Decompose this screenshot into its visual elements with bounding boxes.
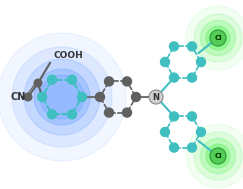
Circle shape [24,59,100,135]
Circle shape [104,108,113,117]
Circle shape [149,90,163,104]
Text: N: N [153,92,159,101]
Circle shape [186,124,243,188]
Circle shape [200,20,236,56]
Circle shape [47,75,57,84]
Circle shape [188,143,197,152]
Circle shape [37,92,46,101]
Circle shape [0,33,126,161]
Circle shape [170,42,179,51]
Circle shape [170,112,179,121]
Text: Cl: Cl [214,35,222,41]
Circle shape [186,6,243,70]
Circle shape [12,47,112,147]
Circle shape [78,92,87,101]
Circle shape [210,30,226,46]
Circle shape [188,73,197,82]
Circle shape [209,29,227,47]
Circle shape [194,14,242,62]
Circle shape [40,75,84,119]
Circle shape [24,93,32,101]
Circle shape [68,75,77,84]
Text: COOH: COOH [53,51,83,60]
Circle shape [170,143,179,152]
Circle shape [188,112,197,121]
Circle shape [197,128,206,136]
Circle shape [206,26,230,50]
Circle shape [122,77,131,86]
Circle shape [34,79,42,87]
Circle shape [197,57,206,67]
Circle shape [200,138,236,174]
Circle shape [160,57,170,67]
Circle shape [68,110,77,119]
Circle shape [188,42,197,51]
Text: Cl: Cl [214,153,222,159]
Circle shape [131,92,140,101]
Circle shape [34,69,90,125]
Circle shape [210,148,226,164]
Circle shape [104,77,113,86]
Circle shape [170,73,179,82]
Circle shape [160,128,170,136]
Circle shape [47,110,57,119]
Circle shape [95,92,104,101]
Circle shape [194,132,242,180]
Circle shape [209,147,227,165]
Circle shape [206,144,230,168]
Circle shape [122,108,131,117]
Text: CN: CN [10,92,25,102]
